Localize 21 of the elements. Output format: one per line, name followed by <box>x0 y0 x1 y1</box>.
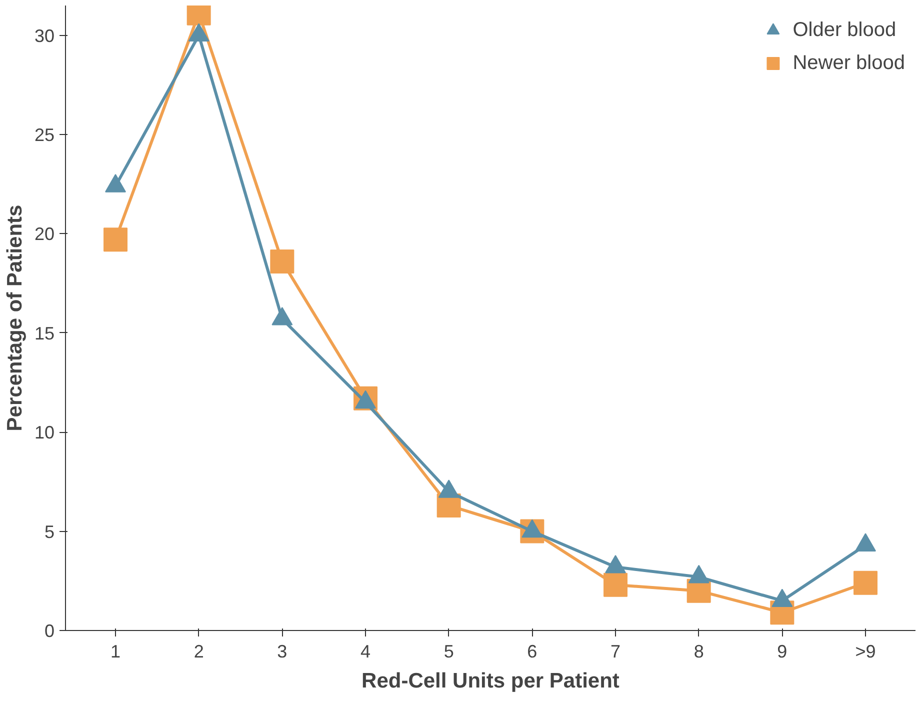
x-tick-label: 3 <box>277 642 288 662</box>
x-tick-label: 5 <box>444 642 454 662</box>
x-tick-label: 7 <box>610 642 621 662</box>
y-tick-label: 10 <box>34 422 55 443</box>
y-tick-label: 30 <box>34 26 55 46</box>
x-tick-label: 1 <box>110 642 121 662</box>
y-tick-label: 15 <box>34 323 55 344</box>
y-tick-label: 5 <box>44 522 55 542</box>
x-tick-label: 4 <box>360 642 371 662</box>
y-tick-label: 25 <box>34 124 55 145</box>
y-tick-label: 20 <box>34 224 55 244</box>
x-tick-label: 6 <box>527 642 538 662</box>
x-tick-label: 8 <box>694 642 704 662</box>
y-axis-title: Percentage of Patients <box>3 204 26 432</box>
y-tick-label: 0 <box>44 621 55 641</box>
legend-label: Newer blood <box>792 52 905 74</box>
x-axis-title: Red-Cell Units per Patient <box>362 670 620 692</box>
x-tick-label: >9 <box>855 642 876 662</box>
legend-label: Older blood <box>792 18 896 42</box>
x-tick-label: 9 <box>777 642 788 662</box>
x-tick-label: 2 <box>194 642 204 662</box>
